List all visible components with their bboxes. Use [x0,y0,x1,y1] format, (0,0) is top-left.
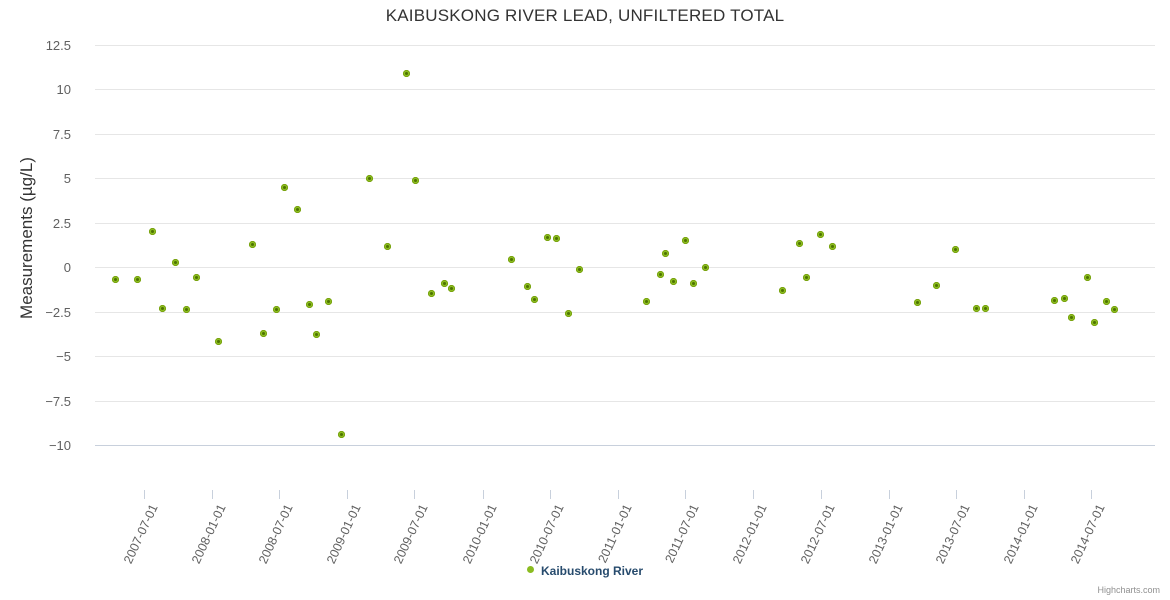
x-tick [1024,490,1026,499]
data-point[interactable] [982,304,990,312]
data-point[interactable] [215,338,223,346]
chart-legend: Kaibuskong River [0,563,1170,578]
data-point[interactable] [337,430,345,438]
x-tick [211,490,213,499]
data-point[interactable] [280,183,288,191]
data-point[interactable] [1110,306,1118,314]
data-point[interactable] [656,270,664,278]
data-point[interactable] [564,309,572,317]
data-point[interactable] [273,306,281,314]
x-tick [685,490,687,499]
data-point[interactable] [384,243,392,251]
data-point[interactable] [134,276,142,284]
data-point[interactable] [148,228,156,236]
gridline [95,267,1155,269]
y-tick-label: −2.5 [45,304,71,320]
x-tick [279,490,281,499]
data-point[interactable] [530,295,538,303]
y-axis-title: Measurements (µg/L) [17,157,36,319]
data-point[interactable] [313,331,321,339]
gridline [95,45,1155,46]
data-point[interactable] [171,259,179,267]
data-point[interactable] [796,239,804,247]
y-tick-label: −10 [48,438,71,453]
y-tick-label: 0 [63,260,71,276]
data-point[interactable] [523,283,531,291]
x-tick [820,490,822,499]
data-point[interactable] [448,285,456,293]
data-point[interactable] [681,237,689,245]
data-point[interactable] [1091,318,1099,326]
credits-link[interactable]: Highcharts.com [1097,585,1160,595]
gridline [95,133,1155,135]
data-point[interactable] [576,265,584,273]
plot-area: 12.5 10 7.5 5 2.5 0 −2.5 −5 −7.5 −10 2007-07-01 20… [45,39,1155,566]
x-tick [753,490,755,499]
legend-marker-icon [526,566,534,574]
x-tick [955,490,957,499]
data-point[interactable] [1083,274,1091,282]
y-tick-label: 2.5 [52,215,71,231]
data-point[interactable] [828,243,836,251]
y-tick-label: 10 [56,82,71,98]
data-point[interactable] [544,234,552,242]
data-point[interactable] [1061,294,1069,302]
y-tick-label: −7.5 [45,393,71,409]
gridline [95,311,1155,313]
data-point[interactable] [1068,313,1076,321]
data-point[interactable] [192,274,200,282]
y-tick-label: 5 [63,171,71,187]
data-point[interactable] [662,249,670,257]
legend-item-kaibuskong-river[interactable]: Kaibuskong River [526,563,644,578]
chart-title: KAIBUSKONG RIVER LEAD, UNFILTERED TOTAL [385,6,785,25]
data-point[interactable] [933,281,941,289]
data-point[interactable] [508,255,516,263]
x-tick [617,490,619,499]
data-point[interactable] [324,297,332,305]
data-point[interactable] [403,69,411,77]
y-tick-label: 12.5 [45,38,71,53]
y-tick-label: −5 [56,349,71,365]
data-point[interactable] [914,299,922,307]
data-point[interactable] [441,279,448,287]
data-point[interactable] [1102,297,1110,305]
x-tick [347,490,349,499]
x-tick [549,490,551,499]
gridline [95,178,1155,180]
data-point[interactable] [1051,296,1059,304]
data-point[interactable] [249,240,257,248]
data-point[interactable] [305,301,313,309]
legend-item-label: Kaibuskong River [540,563,644,578]
data-point[interactable] [952,245,960,253]
x-tick [888,490,890,499]
data-point[interactable] [365,174,373,182]
data-point[interactable] [183,306,191,314]
x-axis-line [95,445,1155,446]
data-point[interactable] [111,276,119,284]
gridline [95,222,1155,224]
data-point[interactable] [553,235,561,243]
x-tick [1091,490,1093,499]
data-point[interactable] [972,304,980,312]
data-point[interactable] [701,263,709,271]
data-point[interactable] [158,304,166,312]
data-point[interactable] [260,329,268,337]
y-tick-label: 7.5 [52,126,71,142]
data-point[interactable] [294,205,302,213]
data-point[interactable] [779,286,787,294]
data-point[interactable] [427,290,435,298]
gridline [95,89,1155,91]
x-tick [482,490,484,499]
x-tick [414,490,416,499]
gridline [95,356,1155,358]
data-point[interactable] [803,273,811,281]
data-point[interactable] [817,230,825,238]
data-point[interactable] [670,277,678,285]
data-point[interactable] [412,176,420,184]
data-point[interactable] [690,279,698,287]
gridline [95,400,1155,402]
data-point[interactable] [643,297,651,305]
x-tick [143,490,145,499]
